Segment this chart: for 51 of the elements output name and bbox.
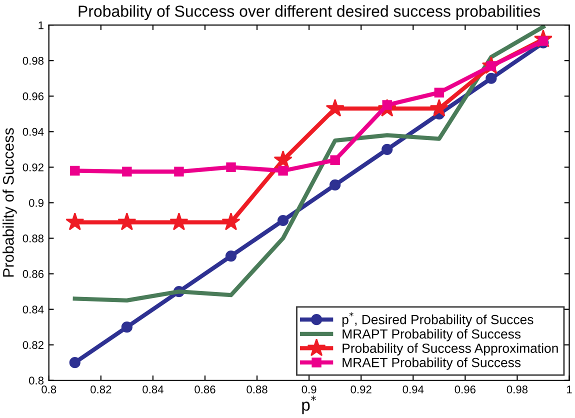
point bbox=[226, 162, 236, 172]
y-tick-label: 0.98 bbox=[22, 56, 44, 65]
y-tick-label: 0.92 bbox=[22, 163, 44, 172]
point bbox=[170, 212, 188, 230]
line-series bbox=[72, 25, 546, 303]
y-tick-label: 0.96 bbox=[22, 92, 44, 100]
point bbox=[330, 155, 340, 165]
point bbox=[434, 88, 444, 98]
x-tick-label: 0.86 bbox=[194, 386, 216, 394]
point bbox=[222, 212, 240, 230]
y-tick-label: 0.82 bbox=[22, 341, 44, 349]
x-tick-label: 0.82 bbox=[90, 386, 112, 394]
point bbox=[174, 166, 184, 177]
point bbox=[121, 322, 132, 333]
point bbox=[274, 150, 292, 168]
y-tick-label: 0.88 bbox=[22, 234, 44, 242]
legend-label: p$^{*}$, Desired Probability of Succes bbox=[342, 312, 534, 327]
x-tick-label: 0.9 bbox=[302, 386, 316, 394]
x-tick-label: 0.84 bbox=[142, 386, 164, 394]
y-tick-label: 1 bbox=[38, 21, 44, 30]
point bbox=[225, 250, 237, 262]
x-tick-label: 0.92 bbox=[350, 386, 372, 394]
legend-label: MRAPT Probability of Success bbox=[342, 328, 521, 342]
y-tick-label: 0.9 bbox=[29, 198, 44, 207]
y-axis-title: Probability of Success bbox=[2, 128, 17, 277]
x-tick-label: 0.94 bbox=[402, 386, 424, 394]
legend-label: Probability of Success Approximation bbox=[342, 343, 558, 356]
point bbox=[277, 214, 289, 226]
x-axis-title: p$^{*}$ bbox=[302, 396, 316, 414]
chart-title: Probability of Success over different desired success probabilities bbox=[78, 5, 540, 20]
point bbox=[70, 166, 80, 176]
point bbox=[69, 357, 80, 368]
x-tick-label: 0.88 bbox=[246, 386, 268, 394]
point bbox=[118, 212, 136, 230]
point bbox=[486, 72, 497, 84]
point bbox=[278, 166, 288, 176]
point bbox=[326, 98, 344, 117]
y-tick-label: 0.94 bbox=[22, 128, 44, 136]
x-tick-label: 0.98 bbox=[506, 386, 528, 394]
y-tick-label: 0.8 bbox=[29, 376, 44, 385]
legend-label: MRAET Probability of Success bbox=[342, 358, 521, 370]
point bbox=[66, 212, 84, 230]
x-tick-label: 0.8 bbox=[42, 386, 56, 394]
x-tick-label: 0.96 bbox=[454, 386, 476, 394]
y-tick-label: 0.84 bbox=[22, 306, 44, 314]
x-tick-label: 1 bbox=[567, 386, 572, 394]
y-tick-label: 0.86 bbox=[22, 270, 44, 278]
point bbox=[430, 98, 448, 117]
point bbox=[382, 144, 393, 155]
point bbox=[122, 166, 132, 177]
point bbox=[330, 179, 341, 191]
